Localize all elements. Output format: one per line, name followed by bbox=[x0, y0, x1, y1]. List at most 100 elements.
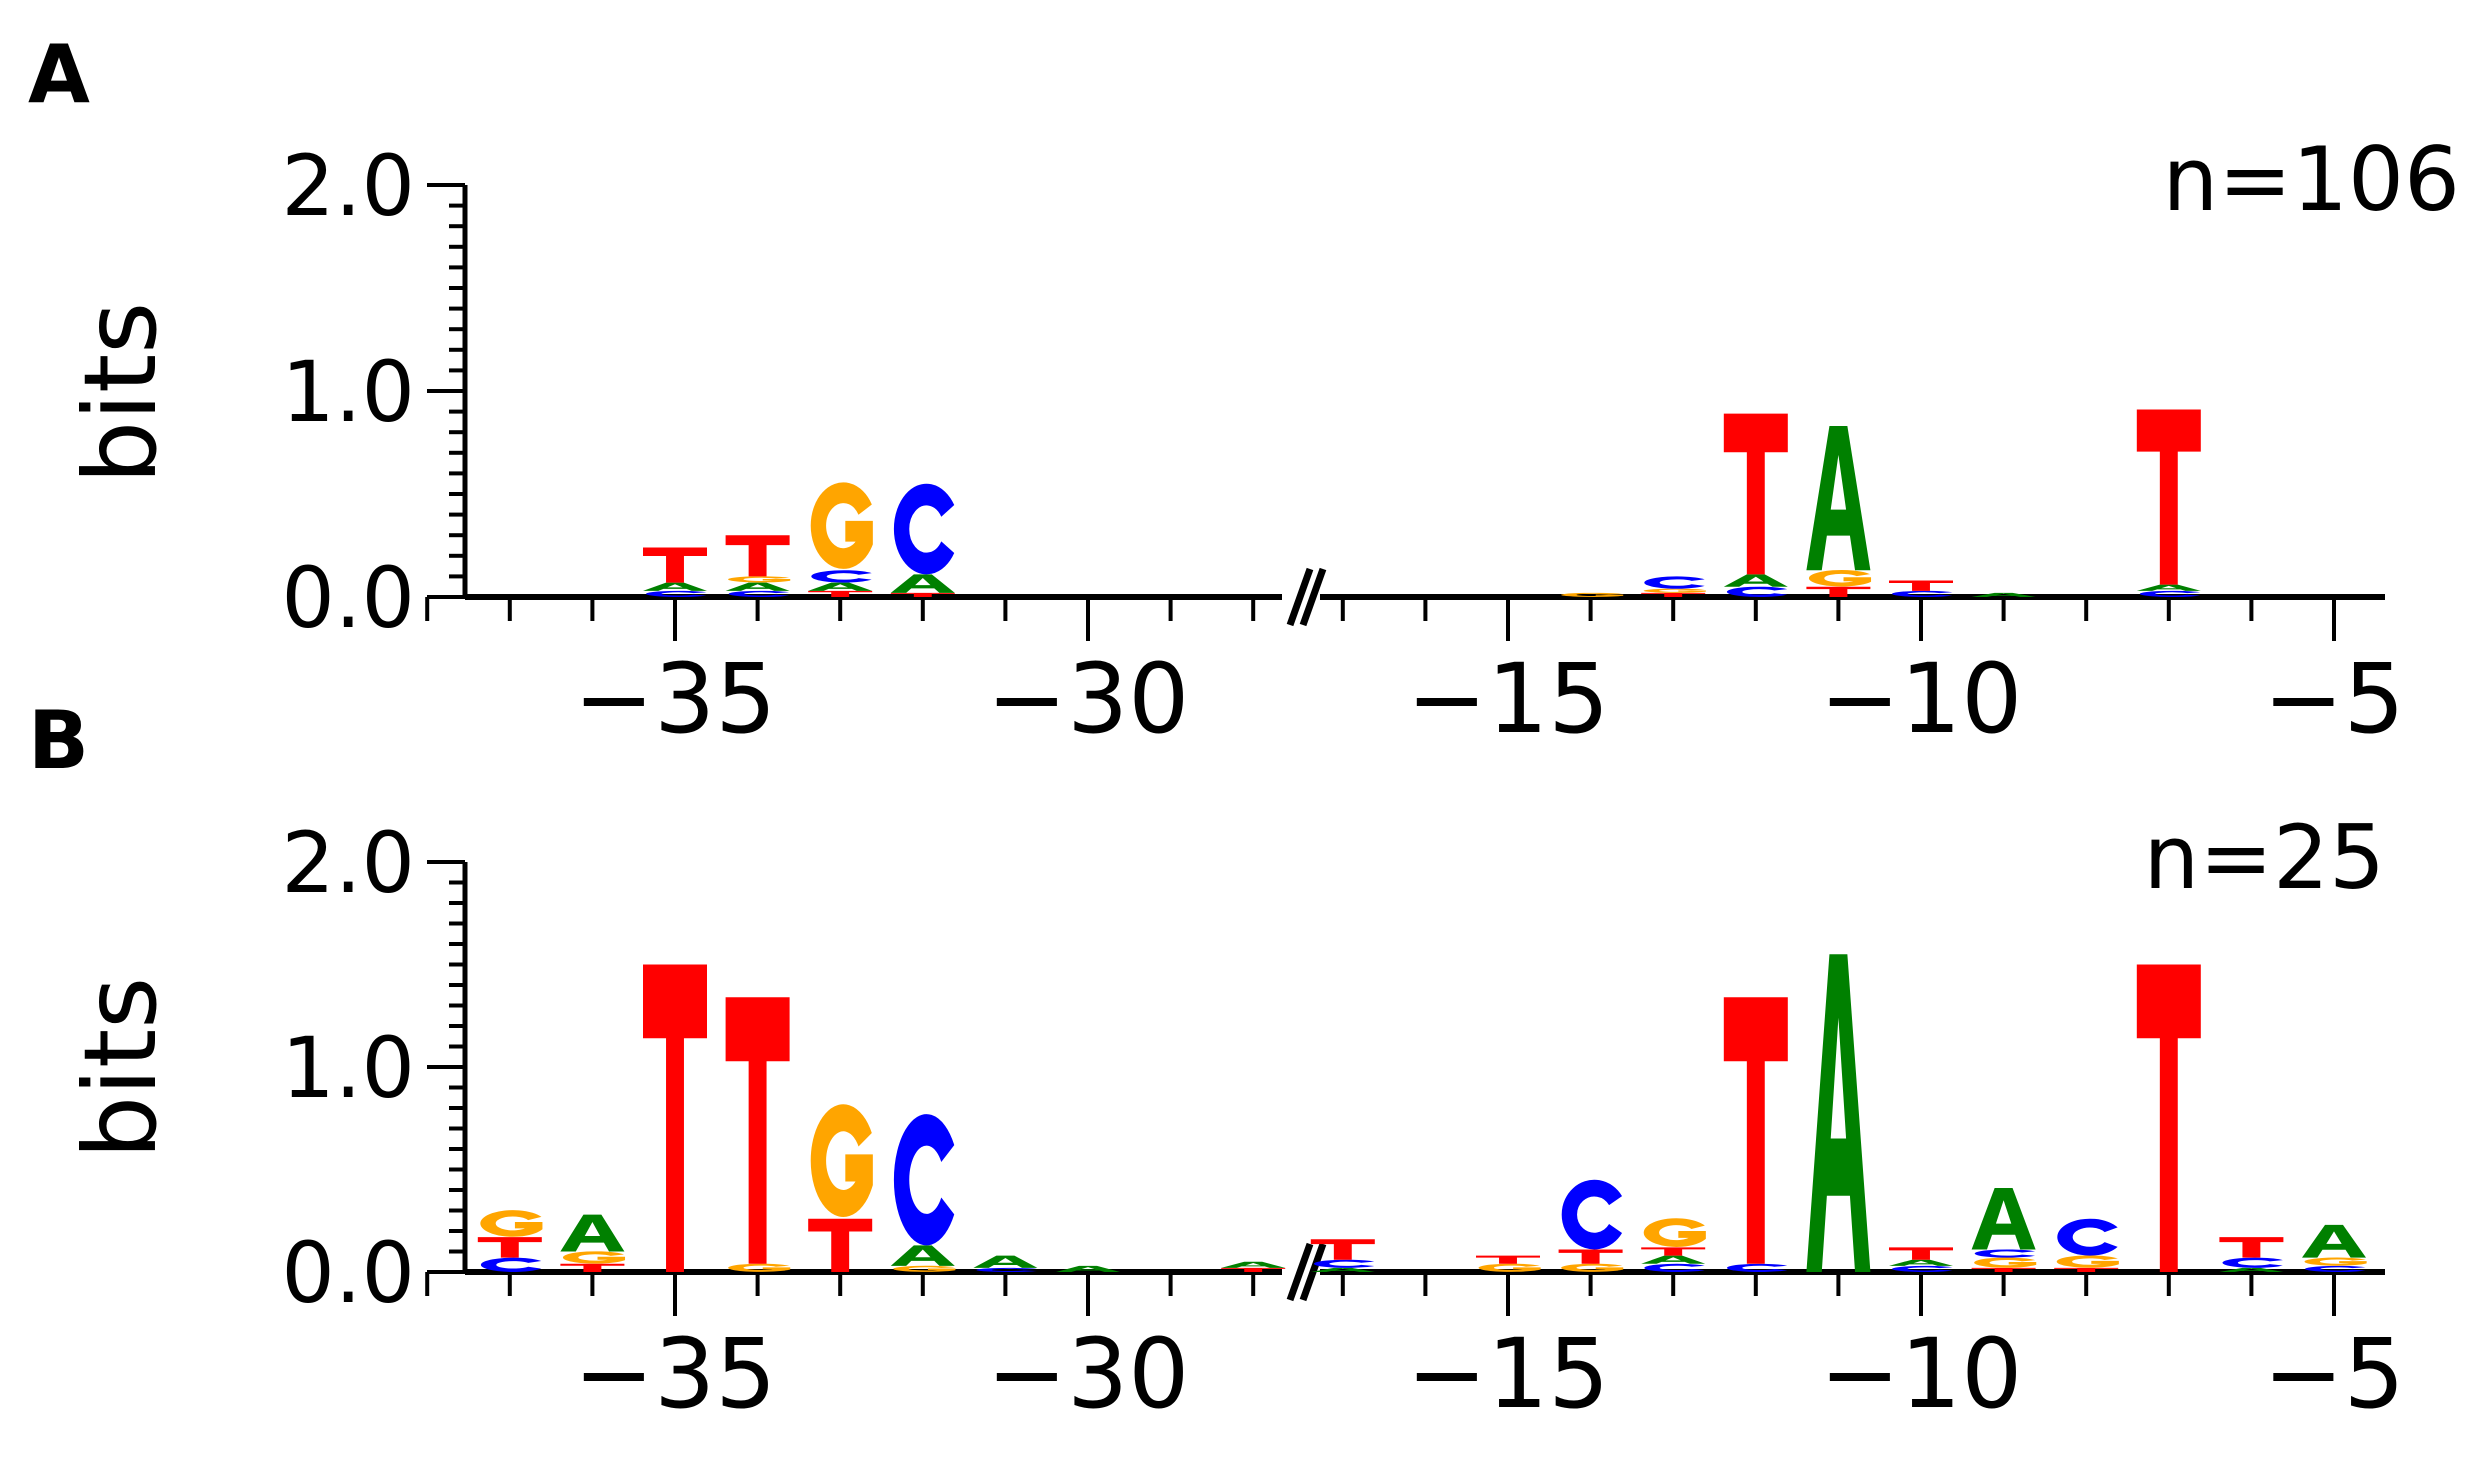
logo-letter-t bbox=[725, 535, 790, 577]
logo-letter-a bbox=[560, 1214, 625, 1252]
logo-letter-a bbox=[1221, 1261, 1286, 1268]
logo-letter-c bbox=[811, 570, 872, 583]
logo-letter-c bbox=[728, 590, 790, 597]
logo-letter-t bbox=[560, 1263, 625, 1272]
logo-letter-t bbox=[2054, 1267, 2119, 1272]
logo-letter-t bbox=[1310, 1239, 1375, 1260]
y-tick-label: 1.0 bbox=[281, 1019, 415, 1117]
logo-letter-t bbox=[725, 997, 790, 1264]
logo-letter-c bbox=[976, 1267, 1037, 1272]
x-tick-label: −15 bbox=[1407, 1318, 1610, 1430]
logo-letter-t bbox=[1221, 1267, 1286, 1272]
logo-letter-a bbox=[1310, 1267, 1375, 1272]
logo-letter-g bbox=[1643, 1218, 1706, 1247]
logo-letter-c bbox=[1561, 1179, 1623, 1250]
logo-letter-a bbox=[1641, 1255, 1706, 1264]
logo-letter-g bbox=[2056, 1255, 2119, 1268]
logo-letter-a bbox=[808, 582, 873, 591]
logo-letter-g bbox=[810, 482, 873, 569]
logo-letter-t bbox=[1889, 580, 1953, 591]
logo-letter-a bbox=[2219, 1267, 2284, 1272]
sample-size-annotation: n=25 bbox=[2144, 806, 2385, 909]
logo-letter-c bbox=[1314, 1259, 1375, 1268]
y-axis-label: bits bbox=[62, 977, 179, 1160]
logo-letter-g bbox=[728, 1263, 791, 1272]
logo-letter-t bbox=[1723, 997, 1788, 1264]
logo-letter-a bbox=[890, 574, 955, 593]
logo-letter-c bbox=[2222, 1257, 2283, 1268]
logo-letter-a bbox=[1056, 1265, 1120, 1272]
logo-letter-t bbox=[643, 547, 707, 583]
logo-letter-c bbox=[1644, 1263, 1705, 1272]
y-axis-label: bits bbox=[62, 302, 179, 485]
logo-letter-g bbox=[1809, 569, 1872, 587]
logo-letter-g bbox=[728, 576, 791, 583]
x-tick-label: −35 bbox=[574, 1318, 777, 1430]
y-tick-label: 0.0 bbox=[281, 1224, 415, 1322]
logo-letter-c bbox=[1644, 576, 1705, 589]
logo-letter-a bbox=[1971, 1187, 2036, 1250]
logo-letter-a bbox=[2136, 584, 2201, 591]
logo-letter-g bbox=[810, 1104, 873, 1217]
x-tick-label: −10 bbox=[1820, 643, 2023, 755]
logo-letter-g bbox=[2304, 1257, 2367, 1266]
y-tick-label: 2.0 bbox=[281, 814, 415, 912]
axis-break-mark bbox=[1286, 567, 1314, 627]
sample-size-annotation: n=106 bbox=[2163, 128, 2460, 231]
logo-letter-t bbox=[1723, 413, 1788, 575]
logo-letter-g bbox=[1561, 592, 1624, 597]
y-tick-label: 1.0 bbox=[281, 343, 415, 441]
logo-letter-g bbox=[1561, 1263, 1624, 1272]
x-tick-label: −5 bbox=[2263, 643, 2405, 755]
x-tick-label: −5 bbox=[2263, 1318, 2405, 1430]
x-tick-label: −15 bbox=[1407, 643, 1610, 755]
logo-letter-c bbox=[2057, 1218, 2118, 1256]
logo-letter-g bbox=[893, 1265, 956, 1272]
logo-letter-a bbox=[725, 582, 790, 591]
logo-letter-t bbox=[2136, 964, 2201, 1272]
logo-letter-t bbox=[1558, 1249, 1623, 1264]
logo-letter-t bbox=[2219, 1237, 2284, 1258]
logo-letter-a bbox=[973, 1255, 1038, 1268]
logo-letter-c bbox=[1892, 590, 1953, 597]
axis-break-mark bbox=[1286, 1242, 1314, 1302]
logo-letter-a bbox=[1806, 426, 1871, 571]
logo-letter-c bbox=[1892, 1265, 1953, 1272]
panel-label: B bbox=[28, 694, 89, 787]
x-tick-label: −10 bbox=[1820, 1318, 2023, 1430]
y-tick-label: 2.0 bbox=[281, 137, 415, 235]
logo-letter-t bbox=[808, 590, 873, 597]
logo-letter-t bbox=[477, 1237, 542, 1258]
logo-letter-a bbox=[1806, 954, 1871, 1272]
logo-letter-t bbox=[1641, 592, 1706, 597]
logo-letter-c bbox=[1726, 586, 1788, 597]
logo-letter-t bbox=[1806, 586, 1871, 597]
logo-letter-c bbox=[480, 1257, 542, 1272]
axis-break-mark bbox=[1299, 567, 1327, 627]
logo-letter-t bbox=[1889, 1247, 1953, 1260]
x-tick-label: −30 bbox=[987, 1318, 1190, 1430]
y-tick-label: 0.0 bbox=[281, 549, 415, 647]
x-tick-label: −35 bbox=[574, 643, 777, 755]
logo-letter-a bbox=[1971, 592, 2036, 597]
logo-letter-c bbox=[893, 1114, 955, 1246]
logo-letter-c bbox=[893, 483, 955, 575]
logo-letter-g bbox=[563, 1251, 626, 1264]
logo-letter-g bbox=[1643, 588, 1706, 593]
logo-letter-c bbox=[2305, 1265, 2366, 1272]
logo-letter-t bbox=[890, 592, 955, 597]
logo-letter-t bbox=[2136, 409, 2201, 585]
panel-label: A bbox=[28, 28, 90, 121]
logo-letter-a bbox=[1723, 574, 1788, 587]
logo-letter-a bbox=[890, 1245, 955, 1266]
panel-a: An=106 bits 0.0 1.0 2.0 −35 −30 −15 −10 −5 bbox=[28, 28, 2460, 755]
logo-letter-a bbox=[1889, 1259, 1953, 1266]
panel-b: Bn=25 bits 0.0 1.0 2.0 −35 −30 −15 −10 −5 bbox=[28, 694, 2405, 1430]
logo-letter-g bbox=[1974, 1257, 2037, 1268]
logo-letter-a bbox=[643, 582, 707, 591]
logo-letter-g bbox=[480, 1210, 543, 1237]
logo-letter-t bbox=[1641, 1247, 1706, 1256]
logo-letter-g bbox=[1478, 1263, 1541, 1272]
logo-letter-c bbox=[1974, 1249, 2036, 1258]
